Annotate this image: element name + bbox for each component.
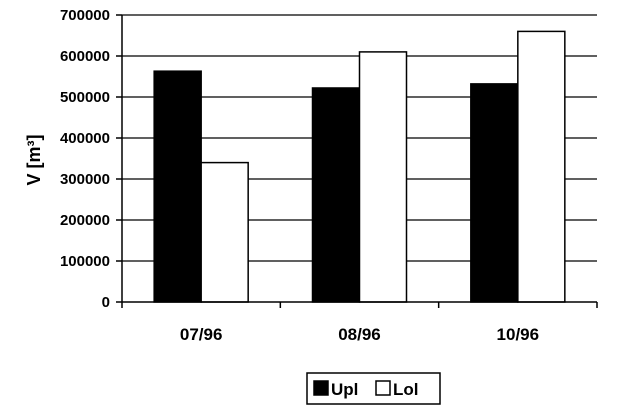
x-tick-label: 10/96 (497, 325, 540, 344)
legend-label-lol: Lol (393, 380, 419, 399)
x-tick-label: 08/96 (338, 325, 381, 344)
legend-swatch-lol (375, 380, 391, 396)
y-axis-title: V [m³] (24, 135, 44, 186)
bar-lol-07-96 (200, 161, 249, 303)
axes (116, 14, 598, 308)
y-tick-label: 600000 (60, 48, 110, 65)
y-tick-label: 100000 (60, 253, 110, 270)
y-tick-label: 300000 (60, 171, 110, 188)
y-tick-label: 200000 (60, 212, 110, 229)
bar-upl-10-96 (470, 83, 519, 303)
y-tick-label: 500000 (60, 89, 110, 106)
legend-label-upl: Upl (331, 380, 358, 399)
legend-swatch-upl (313, 380, 329, 396)
bar-lol-08-96 (358, 51, 408, 303)
y-tick-label: 700000 (60, 7, 110, 24)
x-tick-label: 07/96 (180, 325, 223, 344)
bar-upl-08-96 (311, 87, 361, 303)
bar-lol-10-96 (517, 30, 566, 303)
y-tick-labels: 0 100000 200000 300000 400000 500000 600000 700… (60, 7, 110, 311)
bars (153, 30, 566, 303)
y-tick-label: 0 (102, 294, 110, 311)
x-tick-labels: 07/96 08/96 10/96 (180, 325, 539, 344)
bar-upl-07-96 (153, 70, 202, 303)
legend: Upl Lol (306, 372, 441, 405)
legend-box (306, 372, 441, 405)
y-tick-label: 400000 (60, 130, 110, 147)
